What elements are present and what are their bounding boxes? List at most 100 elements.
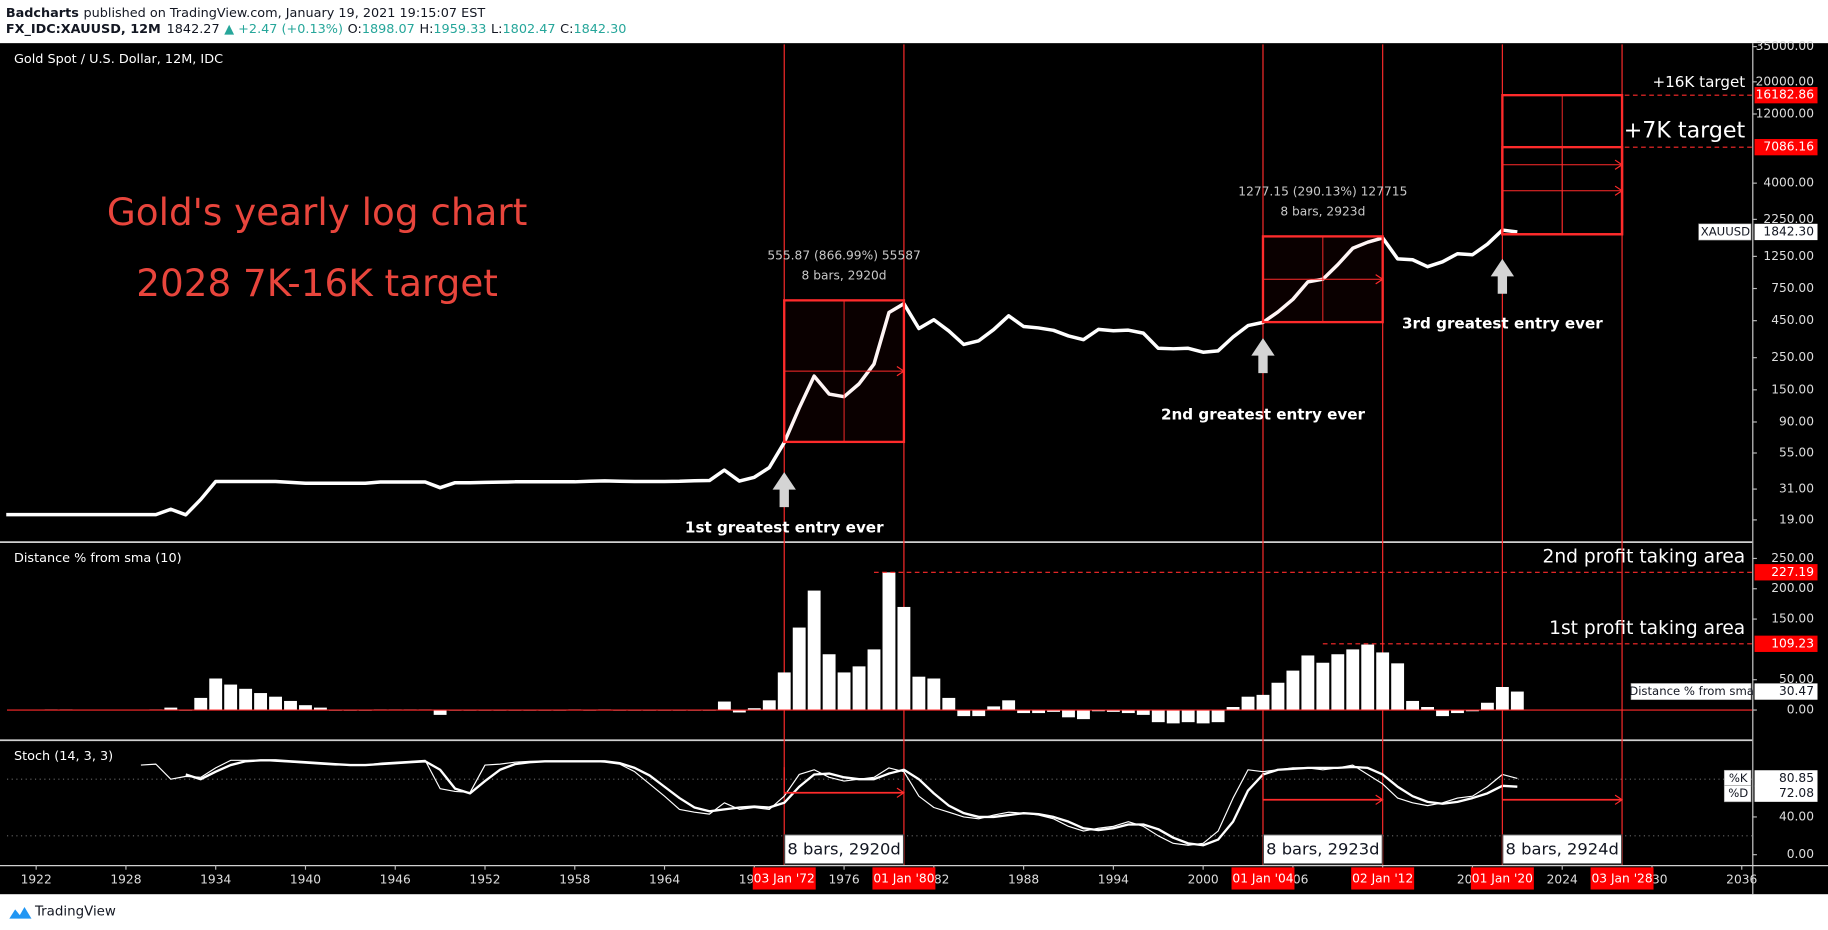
axis-tag-label: 109.23 bbox=[1771, 636, 1814, 650]
histogram-bar bbox=[867, 649, 881, 711]
y-tick-label: 250.00 bbox=[1771, 551, 1814, 565]
histogram-bar bbox=[927, 678, 941, 711]
pane-title: Distance % from sma (10) bbox=[14, 551, 182, 566]
series-tag-value: 80.85 bbox=[1779, 771, 1814, 785]
y-tick-label: 4000.00 bbox=[1763, 176, 1814, 190]
histogram-bar bbox=[837, 672, 851, 711]
y-tick-label: 55.00 bbox=[1779, 445, 1814, 459]
y-tick-label: 1250.00 bbox=[1763, 249, 1814, 263]
target-label: +16K target bbox=[1652, 73, 1745, 91]
measure-label: 8 bars, 2920d bbox=[802, 268, 887, 282]
ohlc-key: C: bbox=[560, 22, 573, 37]
y-tick-label: 200.00 bbox=[1771, 581, 1814, 595]
date-tag bbox=[1231, 867, 1295, 890]
histogram-bar bbox=[1301, 655, 1315, 711]
entry-label: 2nd greatest entry ever bbox=[1161, 406, 1366, 424]
histogram-bar bbox=[1331, 654, 1345, 711]
series-tag-name: XAUUSD bbox=[1701, 224, 1750, 238]
date-tag-label: 01 Jan '20 bbox=[1472, 872, 1533, 886]
histogram-bar bbox=[882, 572, 896, 711]
histogram-bar bbox=[284, 700, 297, 711]
axis-tag bbox=[1754, 87, 1818, 104]
series-tag-value: 30.47 bbox=[1779, 684, 1814, 698]
histogram-bar bbox=[224, 684, 238, 711]
y-tick-label: 40.00 bbox=[1779, 809, 1814, 823]
histogram-bar bbox=[1256, 694, 1270, 711]
date-tag-label: 01 Jan '80 bbox=[873, 872, 934, 886]
arrow-head bbox=[1375, 794, 1384, 805]
series-tag-value: 72.08 bbox=[1779, 786, 1814, 800]
measure-label: 555.87 (866.99%) 55587 bbox=[767, 249, 921, 263]
duration-box bbox=[784, 834, 905, 865]
ohlc-key: H: bbox=[419, 22, 433, 37]
histogram-bar bbox=[1466, 710, 1479, 712]
x-tick-label: 1922 bbox=[21, 873, 52, 887]
series-tag-value: 1842.30 bbox=[1763, 224, 1814, 238]
histogram-bar bbox=[1196, 710, 1210, 724]
y-tick-label: 35000.00 bbox=[1756, 39, 1814, 53]
histogram-bar bbox=[1361, 644, 1375, 711]
y-tick-label: 90.00 bbox=[1779, 414, 1814, 428]
date-tag bbox=[1590, 867, 1654, 890]
histogram-bar bbox=[852, 666, 866, 711]
histogram-bar bbox=[1047, 710, 1060, 712]
histogram-bar bbox=[732, 710, 746, 713]
y-tick-label: 250.00 bbox=[1771, 350, 1814, 364]
histogram-bar bbox=[1091, 710, 1105, 712]
date-tag-label: 03 Jan '72 bbox=[754, 872, 815, 886]
histogram-bar bbox=[897, 606, 911, 711]
duration-label: 8 bars, 2920d bbox=[787, 839, 900, 858]
histogram-bar bbox=[164, 707, 178, 711]
histogram-bar bbox=[209, 678, 223, 711]
x-tick-label: 1928 bbox=[110, 873, 141, 887]
histogram-bar bbox=[1510, 691, 1524, 711]
series-tag-box bbox=[1754, 770, 1818, 787]
histogram-bar bbox=[942, 697, 956, 711]
pane-title: Stoch (14, 3, 3) bbox=[14, 749, 113, 764]
histogram-bar bbox=[1077, 710, 1090, 720]
ohlc-value: 1898.07 bbox=[362, 22, 415, 37]
duration-box bbox=[1502, 834, 1623, 865]
histogram-bar bbox=[1421, 707, 1434, 711]
y-tick-label: 450.00 bbox=[1771, 313, 1814, 327]
arrow-head bbox=[1375, 274, 1384, 285]
x-tick-label: 1994 bbox=[1098, 873, 1129, 887]
arrow-head bbox=[1614, 185, 1624, 196]
symbol: FX_IDC:XAUUSD, 12M bbox=[6, 22, 161, 37]
axis-tag bbox=[1754, 138, 1818, 156]
x-tick-label: 1952 bbox=[469, 873, 500, 887]
date-tag bbox=[752, 867, 816, 890]
y-tick-label: 31.00 bbox=[1779, 482, 1814, 496]
histogram-bar bbox=[807, 590, 821, 711]
histogram-bar bbox=[1002, 700, 1016, 711]
axis-tag-label: 227.19 bbox=[1771, 565, 1814, 579]
histogram-bar bbox=[762, 700, 776, 711]
histogram-bar bbox=[792, 627, 806, 711]
brand-logo bbox=[9, 907, 32, 919]
y-tick-label: 50.00 bbox=[1779, 672, 1814, 686]
series-tag-box bbox=[1754, 785, 1818, 802]
change: ▲ +2.47 (+0.13%) bbox=[224, 22, 343, 37]
brand: TradingView bbox=[34, 905, 116, 920]
histogram-bar bbox=[822, 654, 836, 711]
duration-label: 8 bars, 2923d bbox=[1266, 839, 1379, 858]
ohlc-value: 1959.33 bbox=[433, 22, 486, 37]
histogram-bar bbox=[957, 710, 971, 717]
histogram-bar bbox=[1062, 710, 1075, 718]
entry-arrow bbox=[1490, 258, 1515, 294]
histogram-bar bbox=[747, 708, 761, 711]
last-price: 1842.27 bbox=[167, 22, 220, 37]
profit-label: 1st profit taking area bbox=[1549, 618, 1745, 639]
entry-arrow bbox=[1251, 338, 1275, 374]
series-tag bbox=[1630, 683, 1752, 701]
histogram-bar bbox=[1346, 649, 1360, 711]
x-tick-label: 1946 bbox=[380, 873, 411, 887]
x-tick-label: 2036 bbox=[1726, 873, 1757, 887]
x-tick-label: 1964 bbox=[649, 873, 680, 887]
series-tag-box bbox=[1754, 223, 1818, 241]
series-tag bbox=[1723, 785, 1752, 803]
histogram-bar bbox=[1376, 652, 1390, 711]
histogram-bar bbox=[1480, 702, 1494, 711]
chart-headline: 2028 7K-16K target bbox=[136, 261, 498, 305]
y-tick-label: 150.00 bbox=[1771, 612, 1814, 626]
